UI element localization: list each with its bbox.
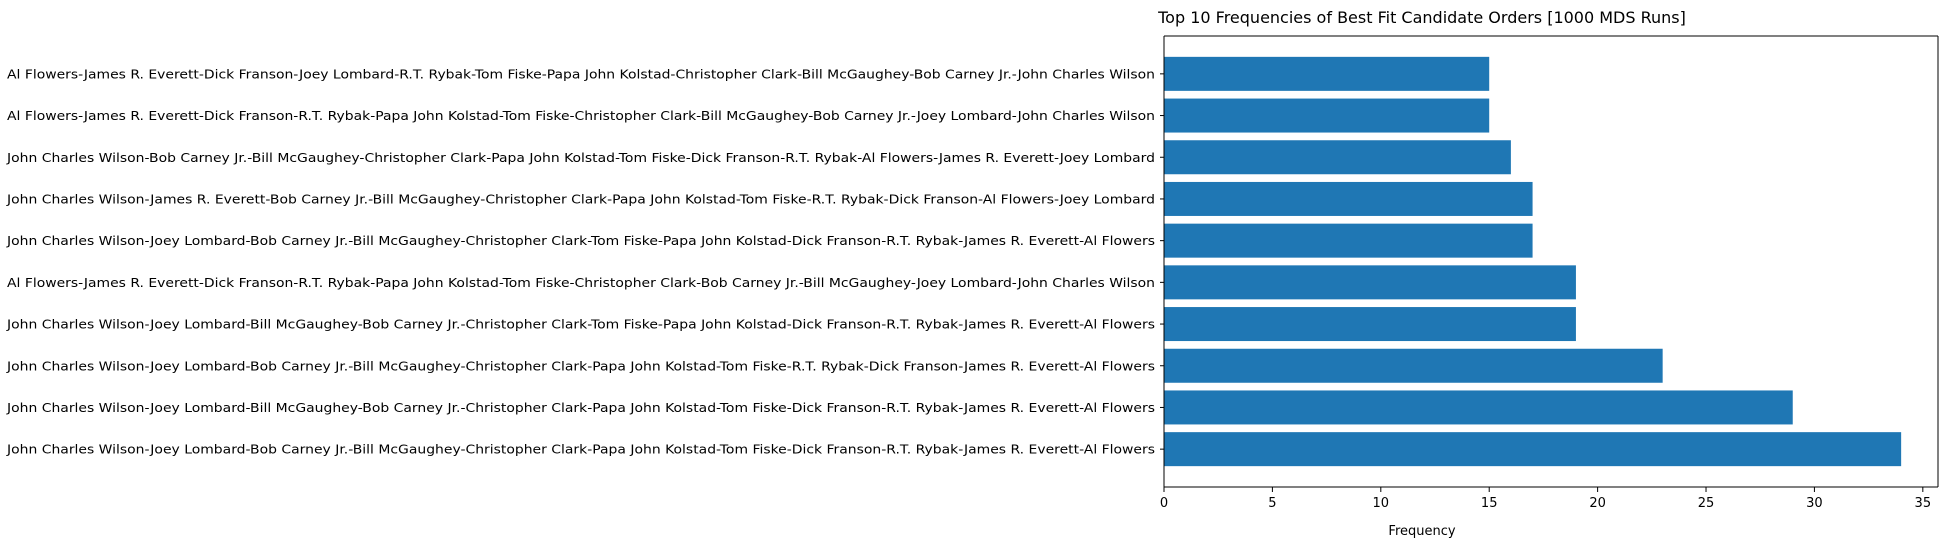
bar-5: [1164, 265, 1576, 300]
x-tick-label: 20: [1589, 496, 1606, 511]
bar-3: [1164, 348, 1663, 383]
category-label: John Charles Wilson-Joey Lombard-Bob Car…: [6, 442, 1155, 457]
bar-2: [1164, 390, 1793, 425]
bar-4: [1164, 307, 1576, 342]
x-tick-label: 35: [1915, 496, 1932, 511]
bar-9: [1164, 98, 1490, 133]
category-label: John Charles Wilson-Joey Lombard-Bob Car…: [6, 358, 1155, 373]
bar-7: [1164, 181, 1533, 216]
category-label: John Charles Wilson-Bob Carney Jr.-Bill …: [6, 150, 1155, 165]
x-tick-label: 0: [1160, 496, 1168, 511]
category-label: Al Flowers-James R. Everett-Dick Franson…: [7, 108, 1155, 123]
bar-10: [1164, 56, 1490, 91]
category-label: John Charles Wilson-Joey Lombard-Bob Car…: [6, 233, 1155, 248]
bar-6: [1164, 223, 1533, 258]
x-tick-label: 25: [1698, 496, 1715, 511]
bars-layer: [1164, 56, 1902, 467]
x-axis: 0 5 10 15 20 25 30 35: [1160, 35, 1939, 511]
x-tick-label: 30: [1806, 496, 1823, 511]
x-axis-label: Frequency: [1388, 524, 1455, 539]
bar-1: [1164, 432, 1902, 467]
category-label: John Charles Wilson-James R. Everett-Bob…: [6, 191, 1155, 206]
category-label: John Charles Wilson-Joey Lombard-Bill Mc…: [6, 317, 1155, 332]
x-tick-label: 15: [1481, 496, 1498, 511]
category-labels: John Charles Wilson-Joey Lombard-Bob Car…: [6, 66, 1164, 457]
category-label: Al Flowers-James R. Everett-Dick Franson…: [7, 66, 1155, 81]
category-label: Al Flowers-James R. Everett-Dick Franson…: [7, 275, 1155, 290]
bar-8: [1164, 140, 1511, 175]
chart-title: Top 10 Frequencies of Best Fit Candidate…: [1157, 8, 1686, 27]
category-label: John Charles Wilson-Joey Lombard-Bill Mc…: [6, 400, 1155, 415]
x-tick-label: 5: [1268, 496, 1276, 511]
x-tick-label: 10: [1373, 496, 1390, 511]
